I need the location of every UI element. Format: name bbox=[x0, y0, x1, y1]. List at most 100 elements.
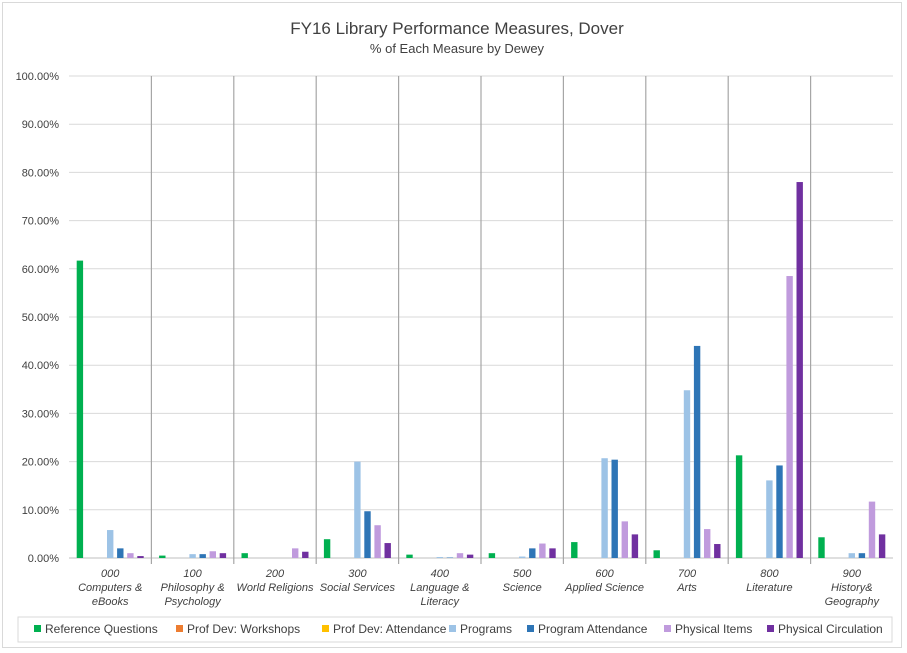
bar bbox=[364, 511, 371, 558]
bar bbox=[529, 548, 536, 558]
x-tick-label: World Religions bbox=[236, 582, 314, 594]
bar bbox=[519, 556, 526, 558]
y-tick-label: 70.00% bbox=[22, 216, 60, 228]
bar bbox=[159, 555, 166, 558]
y-tick-label: 50.00% bbox=[22, 312, 60, 324]
bar bbox=[653, 550, 660, 558]
x-tick-label: Geography bbox=[825, 596, 881, 608]
bar bbox=[209, 551, 216, 558]
legend-swatch bbox=[767, 625, 774, 632]
bar bbox=[76, 260, 84, 558]
x-tick-label: Psychology bbox=[164, 596, 222, 608]
legend-label: Program Attendance bbox=[538, 622, 648, 636]
bar bbox=[292, 548, 299, 558]
x-tick-label: 000 bbox=[101, 568, 120, 580]
x-tick-label: 300 bbox=[348, 568, 367, 580]
x-tick-label: Applied Science bbox=[564, 582, 644, 594]
chart-subtitle: % of Each Measure by Dewey bbox=[370, 41, 545, 56]
x-tick-label: Language & bbox=[410, 582, 469, 594]
legend-box bbox=[17, 616, 893, 643]
x-tick-label: 800 bbox=[760, 568, 779, 580]
x-tick-label: eBooks bbox=[92, 596, 129, 608]
bar bbox=[374, 525, 381, 558]
y-axis-ticks: 0.00% 10.00% 20.00% 30.00% 40.00% 50.00% 60.00… bbox=[16, 71, 60, 565]
bar bbox=[406, 554, 413, 558]
bar bbox=[241, 553, 248, 558]
legend-label: Prof Dev: Attendance bbox=[333, 622, 447, 636]
legend-swatch bbox=[176, 625, 183, 632]
x-tick-label: 600 bbox=[595, 568, 614, 580]
bar bbox=[631, 534, 639, 558]
y-tick-label: 100.00% bbox=[16, 71, 60, 83]
bar bbox=[601, 458, 608, 558]
legend-swatch bbox=[322, 625, 329, 632]
bar bbox=[735, 455, 743, 558]
x-tick-label: Literacy bbox=[421, 596, 461, 608]
bar bbox=[127, 553, 134, 558]
bar bbox=[354, 461, 361, 558]
chart-title: FY16 Library Performance Measures, Dover bbox=[290, 19, 624, 38]
x-tick-label: History& bbox=[831, 582, 873, 594]
bar bbox=[137, 556, 144, 558]
bar bbox=[714, 544, 721, 558]
x-tick-label: Philosophy & bbox=[160, 582, 224, 594]
x-tick-label: Arts bbox=[676, 582, 697, 594]
x-tick-label: 700 bbox=[678, 568, 697, 580]
bar bbox=[539, 543, 546, 558]
y-tick-label: 60.00% bbox=[22, 264, 60, 276]
x-tick-label: 900 bbox=[843, 568, 862, 580]
bar bbox=[776, 465, 783, 558]
y-tick-label: 20.00% bbox=[22, 457, 60, 469]
bar bbox=[189, 554, 196, 558]
legend-label: Reference Questions bbox=[45, 622, 158, 636]
bar bbox=[302, 551, 309, 558]
bars bbox=[76, 182, 886, 559]
x-tick-label: Literature bbox=[746, 582, 792, 594]
bar bbox=[683, 390, 691, 558]
bar bbox=[549, 548, 556, 558]
bar bbox=[488, 553, 496, 558]
bar bbox=[848, 553, 855, 558]
legend-swatch bbox=[527, 625, 534, 632]
bar bbox=[621, 521, 628, 558]
x-tick-label: 200 bbox=[265, 568, 285, 580]
bar bbox=[117, 548, 124, 558]
bar bbox=[571, 542, 578, 558]
y-tick-label: 10.00% bbox=[22, 505, 60, 517]
bar bbox=[199, 554, 206, 558]
bar bbox=[868, 501, 876, 558]
chart: FY16 Library Performance Measures, Dover… bbox=[16, 19, 893, 643]
legend-label: Prof Dev: Workshops bbox=[187, 622, 300, 636]
bar bbox=[818, 537, 825, 558]
bar bbox=[384, 543, 391, 558]
legend-label: Programs bbox=[460, 622, 512, 636]
bar bbox=[796, 182, 803, 559]
legend-label: Physical Circulation bbox=[778, 622, 883, 636]
bar bbox=[219, 553, 227, 558]
bar bbox=[436, 557, 443, 558]
x-tick-label: 100 bbox=[183, 568, 202, 580]
x-axis-labels: 000 Computers & eBooks 100 Philosophy & Psych… bbox=[78, 568, 880, 608]
bar bbox=[611, 459, 618, 558]
bar bbox=[786, 276, 793, 558]
bar bbox=[466, 554, 474, 558]
bar bbox=[878, 534, 886, 558]
bar bbox=[704, 529, 711, 558]
bar bbox=[693, 345, 701, 558]
bar bbox=[858, 553, 866, 558]
y-tick-label: 30.00% bbox=[22, 408, 60, 420]
y-tick-label: 80.00% bbox=[22, 167, 60, 179]
x-tick-label: Social Services bbox=[320, 582, 396, 594]
legend-swatch bbox=[449, 625, 456, 632]
y-tick-label: 0.00% bbox=[28, 553, 59, 565]
bar bbox=[766, 480, 773, 558]
y-tick-label: 40.00% bbox=[22, 360, 60, 372]
legend-swatch bbox=[664, 625, 671, 632]
bar bbox=[107, 530, 114, 558]
y-tick-label: 90.00% bbox=[22, 119, 60, 131]
x-tick-label: Computers & bbox=[78, 582, 142, 594]
legend-label: Physical Items bbox=[675, 622, 752, 636]
legend: Reference Questions Prof Dev: Workshops Pr… bbox=[17, 616, 893, 643]
bar bbox=[323, 539, 331, 558]
